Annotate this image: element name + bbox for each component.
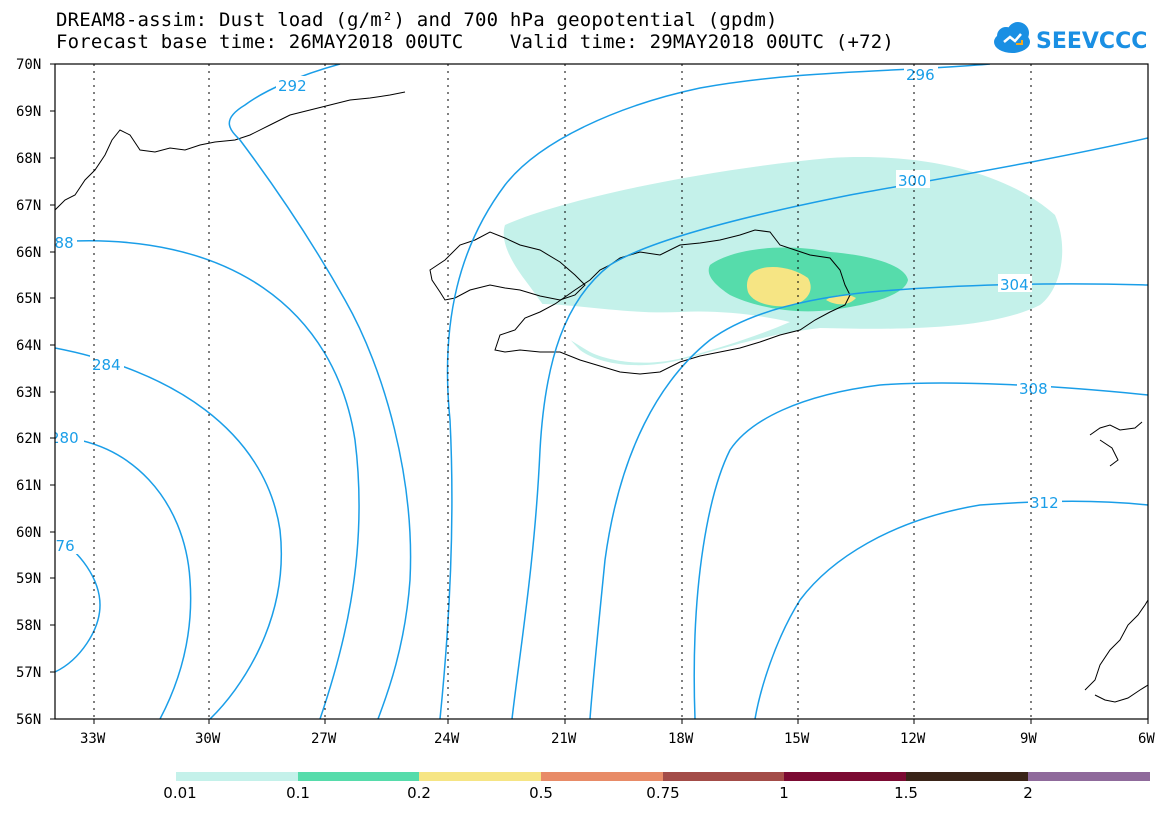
- lon-label: 12W: [900, 731, 926, 747]
- contour-label-288: 288: [45, 234, 74, 252]
- cloud-logo-icon: [994, 22, 1030, 53]
- contour-label-296: 296: [906, 66, 935, 84]
- colorbar-swatch: [1028, 772, 1150, 781]
- contour-292: [228, 64, 412, 719]
- colorbar-label: 0.5: [529, 784, 553, 802]
- faroe-islands: [1089, 421, 1143, 467]
- lat-label: 59N: [16, 571, 41, 587]
- colorbar-label: 2: [1023, 784, 1033, 802]
- colorbar-swatch: [663, 772, 784, 781]
- lon-label: 30W: [195, 731, 221, 747]
- axis-ticks: [50, 63, 1149, 724]
- lon-label: 6W: [1138, 731, 1155, 747]
- colorbar-swatch: [419, 772, 541, 781]
- contour-label-276: 276: [46, 537, 75, 555]
- lat-label: 56N: [16, 712, 41, 728]
- contour-label-284: 284: [92, 356, 121, 374]
- lon-label: 33W: [80, 731, 106, 747]
- map-subtitle: Forecast base time: 26MAY2018 00UTC Vali…: [56, 31, 895, 53]
- contour-label-312: 312: [1030, 494, 1059, 512]
- contour-288: [55, 240, 360, 719]
- colorbar-label: 1.5: [894, 784, 918, 802]
- contour-296: [439, 64, 991, 719]
- contour-label-280: 280: [50, 429, 79, 447]
- contour-label-304: 304: [1000, 276, 1029, 294]
- lat-label: 67N: [16, 198, 41, 214]
- greenland-coastline: [55, 91, 406, 211]
- lon-label: 18W: [668, 731, 694, 747]
- colorbar-label: 0.01: [163, 784, 197, 802]
- lat-label: 61N: [16, 478, 41, 494]
- lat-label: 69N: [16, 104, 41, 120]
- lon-label: 24W: [434, 731, 460, 747]
- colorbar-label: 1: [779, 784, 789, 802]
- colorbar-swatch: [298, 772, 419, 781]
- dust-area-0.2a: [746, 267, 811, 307]
- lat-label: 63N: [16, 385, 41, 401]
- contour-312: [754, 500, 1148, 719]
- map-title: DREAM8-assim: Dust load (g/m²) and 700 h…: [56, 9, 778, 31]
- contour-label-292: 292: [278, 77, 307, 95]
- lat-label: 57N: [16, 665, 41, 681]
- lat-label: 70N: [16, 57, 41, 73]
- lon-label: 9W: [1020, 731, 1037, 747]
- colorbar-swatch: [176, 772, 298, 781]
- contour-280: [55, 436, 192, 719]
- contour-label-308: 308: [1019, 380, 1048, 398]
- contour-labels: 292 296 300 304 308 312 288 284 280 276: [45, 64, 1062, 555]
- lat-label: 60N: [16, 525, 41, 541]
- lat-label: 65N: [16, 291, 41, 307]
- westfjords-coastline: [429, 231, 586, 301]
- lon-label: 15W: [784, 731, 810, 747]
- logo-text: SEEVCCC: [1036, 29, 1147, 54]
- contour-304: [589, 283, 1148, 719]
- seevccc-logo: SEEVCCC: [994, 22, 1147, 54]
- lat-label: 58N: [16, 618, 41, 634]
- latitude-labels: 70N 69N 68N 67N 66N 65N 64N 63N 62N 61N …: [16, 57, 41, 728]
- colorbar-swatch: [784, 772, 906, 781]
- geopotential-contours: [55, 64, 1148, 719]
- colorbar: [176, 772, 1150, 781]
- lat-label: 68N: [16, 151, 41, 167]
- iceland-coastline: [494, 229, 851, 375]
- colorbar-swatch: [906, 772, 1028, 781]
- dust-area-gap: [520, 303, 790, 363]
- contour-300: [511, 137, 1148, 719]
- lat-label: 64N: [16, 338, 41, 354]
- map-plot-area: 292 296 300 304 308 312 288 284 280 276: [45, 64, 1148, 719]
- colorbar-label: 0.2: [407, 784, 431, 802]
- longitude-labels: 33W 30W 27W 24W 21W 18W 15W 12W 9W 6W: [80, 731, 1155, 747]
- lon-label: 27W: [311, 731, 337, 747]
- colorbar-label: 0.75: [646, 784, 680, 802]
- colorbar-label: 0.1: [286, 784, 310, 802]
- plot-frame: [54, 63, 1149, 720]
- contour-284: [55, 347, 282, 719]
- colorbar-swatch: [541, 772, 663, 781]
- lat-label: 66N: [16, 245, 41, 261]
- lat-label: 62N: [16, 431, 41, 447]
- scotland-coastline: [1084, 599, 1148, 703]
- contour-276: [55, 537, 101, 673]
- contour-308: [693, 382, 1148, 719]
- contour-label-300: 300: [898, 172, 927, 190]
- lon-label: 21W: [551, 731, 577, 747]
